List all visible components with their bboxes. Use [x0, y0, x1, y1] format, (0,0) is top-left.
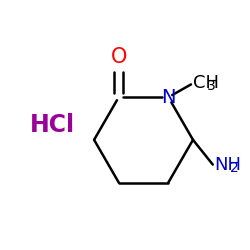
- Text: HCl: HCl: [30, 113, 75, 137]
- Text: O: O: [111, 47, 127, 67]
- Text: NH: NH: [214, 156, 241, 174]
- Text: 3: 3: [207, 79, 216, 93]
- Text: 2: 2: [230, 161, 238, 175]
- Text: CH: CH: [193, 74, 219, 92]
- Text: N: N: [161, 88, 176, 106]
